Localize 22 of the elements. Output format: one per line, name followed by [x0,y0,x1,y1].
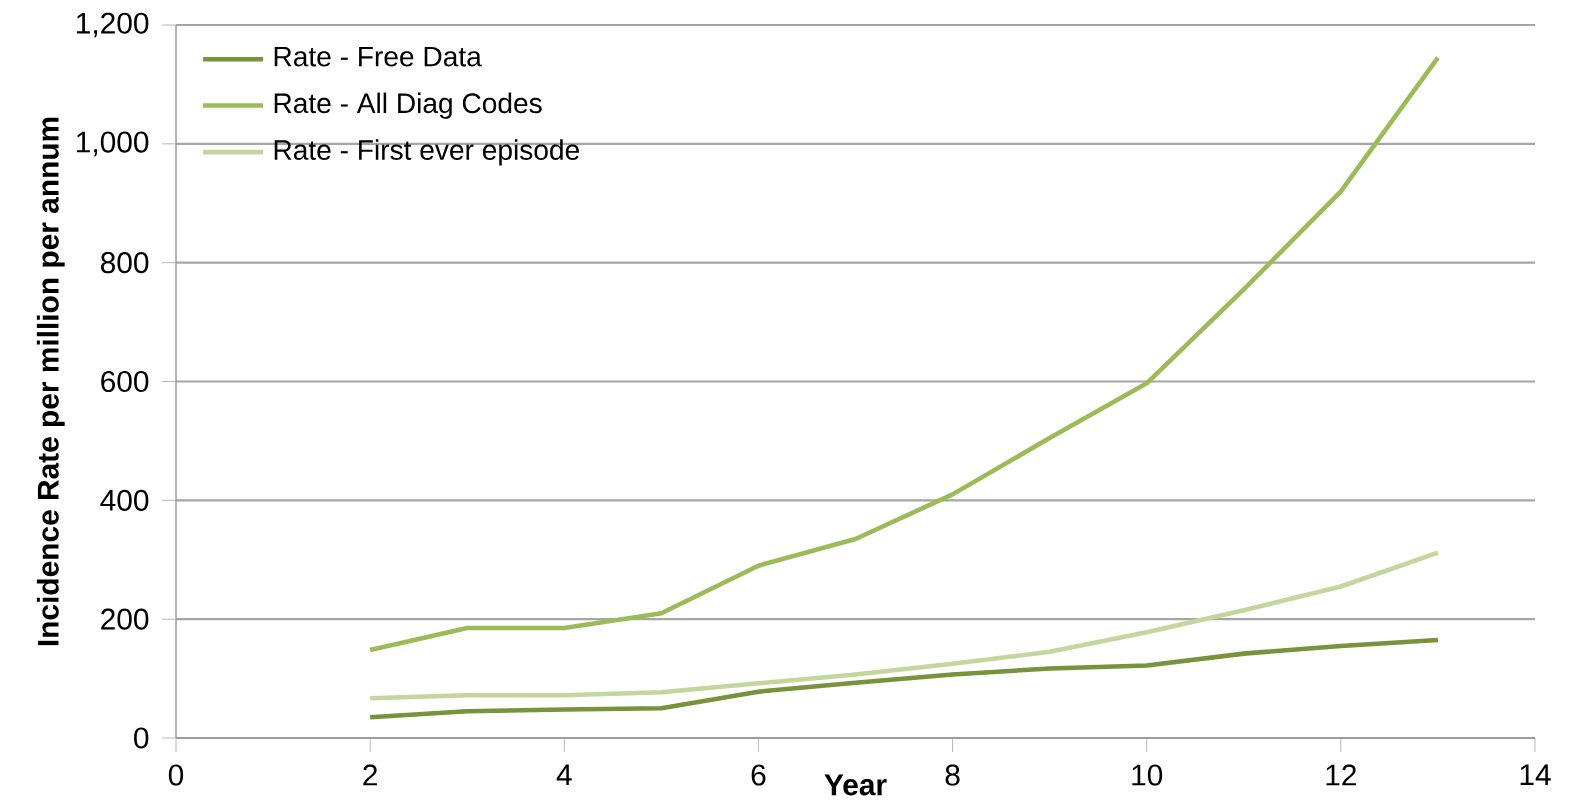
legend-label: Rate - Free Data [274,46,482,67]
legend-label: Rate - All Diag Codes [274,92,542,119]
x-tick-label: 4 [556,764,572,786]
x-tick-label: 2 [363,764,377,786]
x-tick-label: 14 [1520,764,1551,786]
y-axis-title: Incidence Rate per million per annum [36,117,65,646]
y-tick-label: 200 [101,608,149,630]
y-tick-label: 0 [134,727,149,749]
y-tick-label: 1,200 [77,12,149,38]
x-axis-title: Year [824,774,887,796]
x-tick-label: 12 [1326,764,1356,786]
legend-label: Rate - First ever episode [274,139,579,166]
line-series [367,550,1441,701]
x-tick-label: 10 [1132,764,1163,786]
line-series [367,637,1441,720]
x-tick-label: 0 [168,764,184,786]
y-tick-label: 400 [100,489,149,511]
x-tick-label: 6 [751,764,766,786]
y-tick-label: 1,000 [77,131,149,157]
x-tick-label: 8 [945,764,960,786]
y-tick-label: 600 [101,370,149,393]
y-tick-label: 800 [101,252,149,274]
